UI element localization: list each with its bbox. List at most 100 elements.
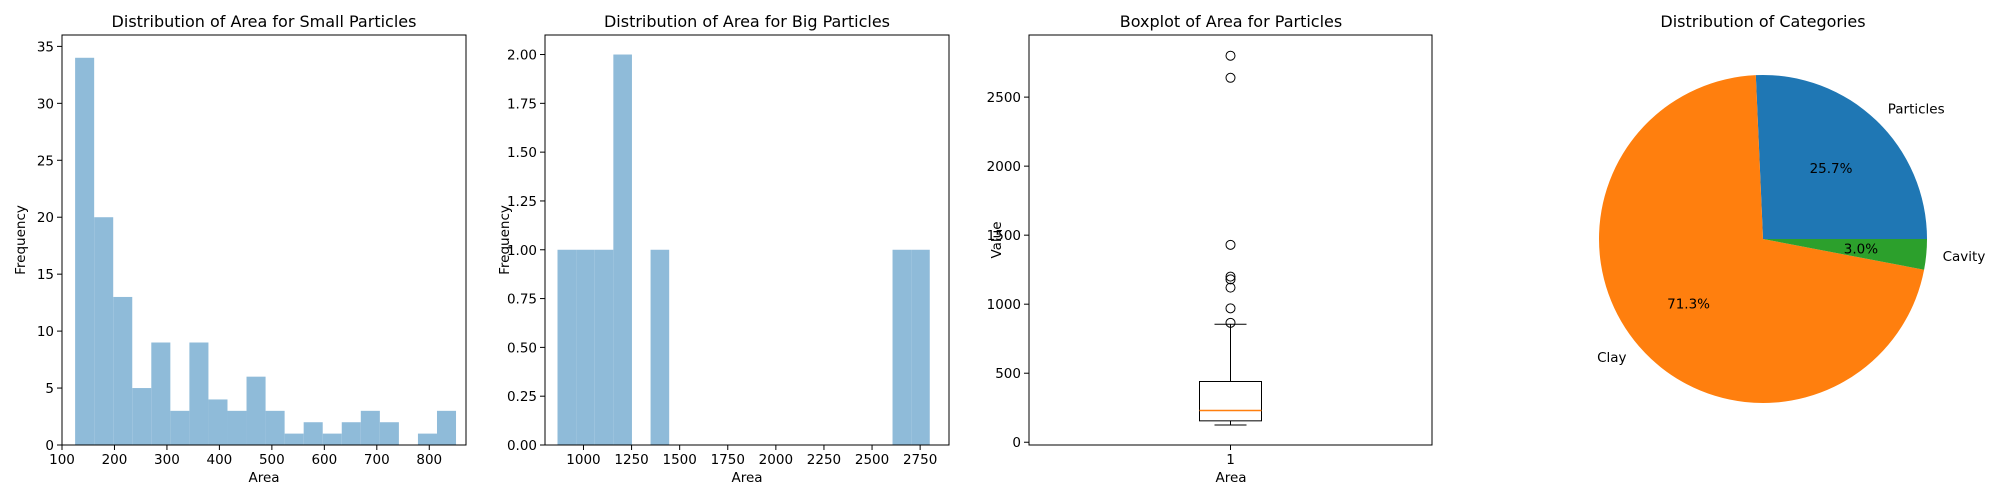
plot-frame bbox=[61, 34, 467, 446]
pie-slice bbox=[1755, 75, 1927, 239]
histogram-bar bbox=[170, 410, 190, 445]
x-tick-label: 2250 bbox=[807, 452, 841, 468]
particles-boxplot: Boxplot of Area for Particles 0 500 1000 15… bbox=[987, 12, 1433, 486]
x-tick-label: 600 bbox=[311, 452, 337, 468]
histogram-bar bbox=[322, 433, 342, 445]
y-tick-label: 2500 bbox=[987, 90, 1021, 106]
x-tick-label: 1 bbox=[1226, 452, 1235, 468]
y-tick-label: 1000 bbox=[987, 297, 1021, 313]
y-tick-label: 25 bbox=[37, 153, 54, 169]
pie-slice-label: Clay bbox=[1597, 350, 1626, 366]
pie-percent-label: 3.0% bbox=[1844, 241, 1878, 257]
x-tick-label: 100 bbox=[49, 452, 75, 468]
histogram-bar bbox=[911, 249, 930, 445]
histogram-bar bbox=[379, 422, 399, 445]
box bbox=[1199, 380, 1262, 422]
x-tick-label: 2000 bbox=[759, 452, 793, 468]
histogram-bar bbox=[75, 57, 95, 446]
pie-slice-label: Particles bbox=[1888, 102, 1945, 118]
y-tick-label: 1.50 bbox=[507, 145, 537, 161]
histogram-bar bbox=[557, 249, 577, 445]
y-tick-label: 0.50 bbox=[507, 340, 537, 356]
histogram-bar bbox=[892, 249, 912, 445]
histogram-bar bbox=[189, 342, 209, 445]
histogram-bar bbox=[208, 399, 228, 445]
y-tick-label: 1.75 bbox=[507, 96, 537, 112]
categories-pie-chart: Distribution of Categories Particles 25.7… bbox=[1597, 12, 1986, 404]
x-tick-label: 1000 bbox=[566, 452, 600, 468]
big-particles-histogram: Distribution of Area for Big Particles 1… bbox=[497, 12, 950, 486]
pie-slice bbox=[1598, 75, 1925, 404]
y-tick-label: 35 bbox=[37, 39, 54, 55]
x-tick-label: 300 bbox=[154, 452, 180, 468]
y-tick-label: 0.75 bbox=[507, 292, 537, 308]
y-tick-label: 1500 bbox=[987, 228, 1021, 244]
histogram-bar bbox=[113, 296, 133, 445]
y-tick-label: 2.00 bbox=[507, 48, 537, 64]
x-tick-label: 1250 bbox=[614, 452, 648, 468]
x-tick-label: 2750 bbox=[903, 452, 937, 468]
x-tick-label: 200 bbox=[102, 452, 128, 468]
outlier-point bbox=[1225, 274, 1236, 285]
y-tick-label: 500 bbox=[995, 366, 1021, 382]
x-tick-label: 500 bbox=[259, 452, 285, 468]
outlier-point bbox=[1225, 303, 1236, 314]
x-tick-label: 400 bbox=[207, 452, 233, 468]
outlier-point bbox=[1225, 271, 1236, 282]
y-tick-label: 5 bbox=[45, 381, 54, 397]
pie-percent-label: 71.3% bbox=[1667, 296, 1710, 312]
chart-title: Distribution of Area for Small Particles bbox=[112, 12, 417, 31]
outlier-point bbox=[1225, 282, 1236, 293]
y-tick-label: 0 bbox=[1012, 435, 1021, 451]
histogram-bar bbox=[576, 249, 595, 445]
histogram-bar bbox=[284, 433, 304, 445]
x-axis-label: Area bbox=[1215, 470, 1246, 486]
y-tick-label: 30 bbox=[37, 96, 54, 112]
x-axis-label: Area bbox=[248, 470, 279, 486]
histogram-bar bbox=[227, 410, 247, 445]
pie-slice bbox=[1763, 239, 1927, 270]
y-tick-label: 15 bbox=[37, 267, 54, 283]
y-tick-label: 0 bbox=[45, 438, 54, 454]
pie-percent-label: 25.7% bbox=[1810, 161, 1853, 177]
y-tick-label: 0.00 bbox=[507, 438, 537, 454]
x-tick-label: 1750 bbox=[711, 452, 745, 468]
histogram-bar bbox=[650, 249, 670, 445]
plot-frame bbox=[544, 34, 950, 446]
y-axis-label: Frequency bbox=[13, 205, 29, 275]
y-tick-label: 10 bbox=[37, 324, 54, 340]
histogram-bar bbox=[613, 54, 632, 446]
x-axis-label: Area bbox=[731, 470, 762, 486]
x-tick-label: 2500 bbox=[855, 452, 889, 468]
y-tick-label: 1.00 bbox=[507, 243, 537, 259]
outlier-point bbox=[1225, 50, 1236, 61]
histogram-bar bbox=[594, 249, 614, 445]
histogram-bar bbox=[265, 410, 285, 445]
chart-title: Distribution of Categories bbox=[1660, 12, 1865, 31]
x-tick-label: 700 bbox=[364, 452, 390, 468]
y-axis-label: Frequency bbox=[497, 205, 513, 275]
histogram-bar bbox=[151, 342, 171, 445]
outlier-point bbox=[1225, 239, 1236, 250]
histogram-bar bbox=[341, 422, 361, 445]
histogram-bar bbox=[246, 376, 266, 445]
x-tick-label: 1500 bbox=[662, 452, 696, 468]
histogram-bar bbox=[360, 410, 380, 445]
histogram-bar bbox=[303, 422, 323, 445]
chart-title: Boxplot of Area for Particles bbox=[1120, 12, 1342, 31]
y-tick-label: 2000 bbox=[987, 159, 1021, 175]
plot-frame bbox=[1028, 34, 1433, 446]
y-tick-label: 0.25 bbox=[507, 389, 537, 405]
outlier-point bbox=[1225, 72, 1236, 83]
chart-title: Distribution of Area for Big Particles bbox=[604, 12, 890, 31]
histogram-bar bbox=[436, 410, 457, 445]
y-tick-label: 20 bbox=[37, 210, 54, 226]
small-particles-histogram: Distribution of Area for Small Particles… bbox=[13, 12, 467, 486]
histogram-bar bbox=[417, 433, 437, 445]
x-tick-label: 800 bbox=[416, 452, 442, 468]
pie-slice-label: Cavity bbox=[1943, 249, 1986, 265]
histogram-bar bbox=[132, 388, 152, 445]
y-tick-label: 1.25 bbox=[507, 194, 537, 210]
outlier-point bbox=[1225, 317, 1236, 328]
